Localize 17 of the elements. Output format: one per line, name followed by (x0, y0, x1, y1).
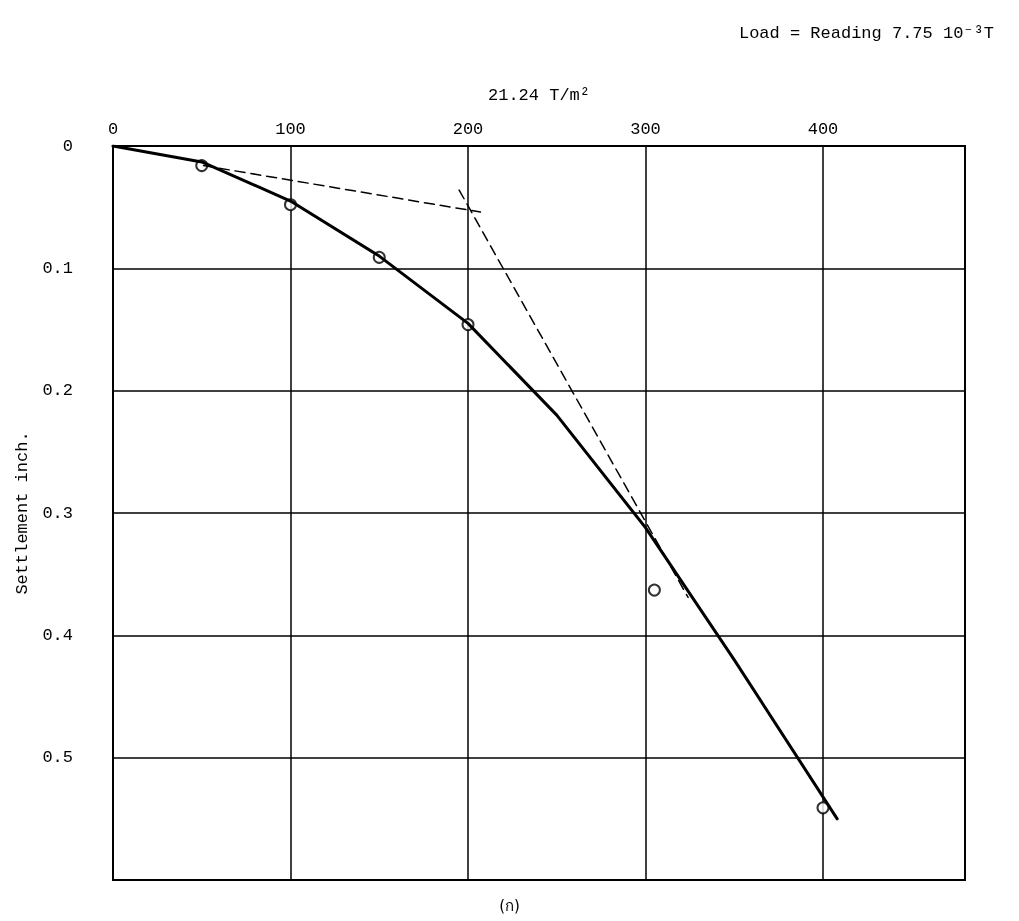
point (816, 801, 830, 815)
point (647, 583, 661, 597)
y-tick-label: 0 (62, 136, 73, 156)
x-axis-title: 21.24 T/m² (487, 86, 591, 105)
x-tick-label: 300 (630, 120, 661, 139)
x-tick-label: 0 (107, 120, 119, 139)
y-tick-label: 0.3 (42, 503, 73, 523)
y-tick-label: 0.2 (42, 381, 73, 401)
text: (ก) (499, 896, 520, 915)
x-tick-label: 100 (275, 120, 306, 139)
y-tick-label: 0.1 (42, 258, 73, 278)
y-tick-label: 0.4 (42, 625, 73, 645)
x-tick-label: 200 (452, 120, 484, 139)
y-tick-label: 0.5 (42, 748, 73, 768)
chart-title: Load = Reading 7.75 10⁻³T (738, 24, 994, 43)
y-axis-title: Settlement inch. (13, 431, 33, 595)
x-tick-label: 400 (807, 120, 839, 139)
